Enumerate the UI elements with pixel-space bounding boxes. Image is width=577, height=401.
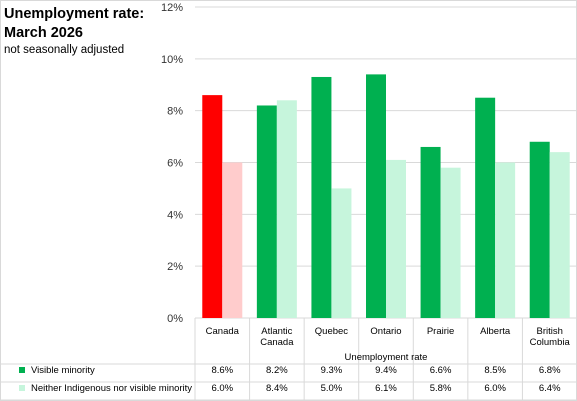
- bar-neither: [276, 100, 297, 318]
- y-tick-label: 10%: [161, 54, 183, 66]
- legend-label: Neither Indigenous nor visible minority: [31, 383, 192, 394]
- bar-visible-minority: [202, 95, 223, 318]
- data-table-value: 6.0%: [211, 383, 233, 394]
- data-table-value: 6.0%: [484, 383, 506, 394]
- x-category-label: British: [537, 326, 563, 337]
- chart-title: Unemployment rate: March 2026: [4, 5, 164, 43]
- bar-visible-minority: [420, 146, 441, 318]
- y-tick-label: 2%: [167, 261, 183, 273]
- bar-visible-minority: [256, 105, 277, 318]
- y-tick-label: 12%: [161, 2, 183, 14]
- data-table-value: 9.3%: [321, 365, 343, 376]
- chart-subtitle: not seasonally adjusted: [4, 44, 125, 56]
- x-category-label: Ontario: [370, 326, 401, 337]
- y-tick-label: 6%: [167, 158, 183, 170]
- bar-neither: [549, 152, 570, 318]
- data-table-value: 6.4%: [539, 383, 561, 394]
- x-category-label: Quebec: [315, 326, 349, 337]
- bar-neither: [495, 162, 516, 318]
- data-table-value: 5.0%: [321, 383, 343, 394]
- data-table-value: 6.6%: [430, 365, 452, 376]
- y-tick-label: 8%: [167, 106, 183, 118]
- bar-visible-minority: [529, 141, 550, 318]
- bar-visible-minority: [311, 76, 332, 318]
- data-table-value: 9.4%: [375, 365, 397, 376]
- data-table-value: 8.6%: [211, 365, 233, 376]
- data-table-value: 5.8%: [430, 383, 452, 394]
- data-table-value: 6.1%: [375, 383, 397, 394]
- legend-key-visible-minority: [19, 367, 25, 373]
- bar-neither: [440, 167, 461, 318]
- bar-neither: [222, 162, 243, 318]
- x-axis-title: Unemployment rate: [345, 352, 428, 363]
- bar-visible-minority: [366, 74, 386, 318]
- data-table-value: 8.4%: [266, 383, 288, 394]
- chart-title-line2: March 2026: [4, 25, 83, 41]
- bar-neither: [331, 188, 352, 318]
- data-table-value: 8.2%: [266, 365, 288, 376]
- data-table-value: 6.8%: [539, 365, 561, 376]
- chart-title-line1: Unemployment rate:: [4, 6, 145, 22]
- x-category-label: Canada: [260, 337, 294, 348]
- x-category-label: Alberta: [480, 326, 511, 337]
- bar-visible-minority: [475, 97, 496, 318]
- x-category-label: Prairie: [427, 326, 454, 337]
- x-category-label: Atlantic: [261, 326, 292, 337]
- y-tick-label: 0%: [167, 313, 183, 325]
- bar-neither: [386, 159, 406, 318]
- x-category-label: Columbia: [530, 337, 571, 348]
- data-table-value: 8.5%: [484, 365, 506, 376]
- x-category-label: Canada: [206, 326, 240, 337]
- legend-key-neither: [19, 385, 25, 391]
- legend-label: Visible minority: [31, 365, 95, 376]
- y-tick-label: 4%: [167, 209, 183, 221]
